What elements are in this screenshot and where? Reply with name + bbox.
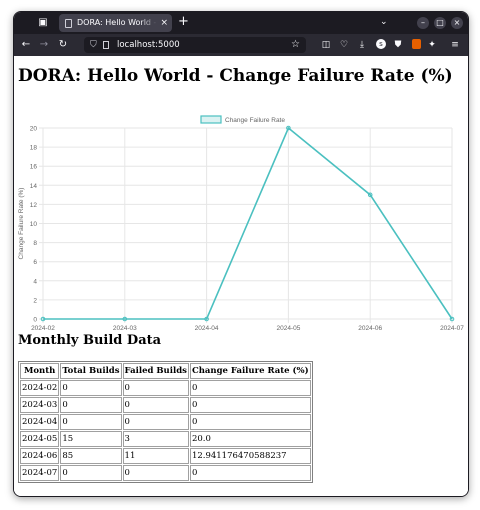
table-cell: 0 xyxy=(122,380,189,396)
table-cell: 0 xyxy=(189,397,311,413)
table-cell: 85 xyxy=(60,448,122,464)
table-cell: 20.0 xyxy=(189,431,311,447)
table-row: 2024-07 0 0 0 xyxy=(20,465,311,481)
y-tick-label: 6 xyxy=(33,259,37,266)
page-icon xyxy=(65,19,72,28)
firefox-view-icon[interactable]: ▣ xyxy=(38,17,48,28)
sidebar-icon[interactable]: ◫ xyxy=(321,40,331,50)
table-row: 2024-04 0 0 0 xyxy=(20,414,311,430)
list-all-tabs-icon[interactable]: ⌄ xyxy=(380,17,388,27)
tab-title: DORA: Hello World - Change Failure Rate … xyxy=(77,18,157,27)
table-row: 2024-03 0 0 0 xyxy=(20,397,311,413)
x-tick-label: 2024-05 xyxy=(276,325,300,331)
table-cell: 0 xyxy=(60,414,122,430)
y-tick-label: 4 xyxy=(33,278,37,285)
table-cell: 12.941176470588237 xyxy=(189,448,311,464)
table-row: 2024-06 85 11 12.941176470588237 xyxy=(20,448,311,464)
extension-addon-icon[interactable] xyxy=(412,39,421,49)
close-window-button[interactable]: × xyxy=(451,17,463,29)
table-header-row: Month Total Builds Failed Builds Change Fai… xyxy=(20,363,311,379)
table-cell: 2024-02 xyxy=(20,380,60,396)
nav-bar: ← → ↻ ⛉ localhost:5000 ☆ ◫ ♡ ⤓ s ⛊ ✦ ≡ xyxy=(14,34,468,56)
y-tick-label: 12 xyxy=(30,202,38,209)
y-tick-label: 20 xyxy=(30,126,38,133)
x-tick-label: 2024-02 xyxy=(31,325,55,331)
x-tick-label: 2024-07 xyxy=(440,325,464,331)
page-content: DORA: Hello World - Change Failure Rate … xyxy=(14,56,468,496)
y-tick-label: 16 xyxy=(30,164,38,171)
tab-active[interactable]: DORA: Hello World - Change Failure Rate … xyxy=(59,14,172,32)
table-cell: 2024-07 xyxy=(20,465,60,481)
puzzle-icon[interactable]: ✦ xyxy=(428,40,436,50)
shield-icon[interactable]: ⛉ xyxy=(90,40,97,50)
downloads-icon[interactable]: ⤓ xyxy=(360,40,364,50)
new-tab-button[interactable]: + xyxy=(178,14,189,29)
y-tick-label: 18 xyxy=(30,145,38,152)
monthly-build-table: Month Total Builds Failed Builds Change Fai… xyxy=(18,361,313,483)
table-cell: 0 xyxy=(189,414,311,430)
series-line xyxy=(43,126,453,320)
x-tick-label: 2024-06 xyxy=(358,325,382,331)
table-row: 2024-02 0 0 0 xyxy=(20,380,311,396)
table-cell: 2024-04 xyxy=(20,414,60,430)
y-tick-label: 2 xyxy=(33,297,37,304)
forward-button[interactable]: → xyxy=(39,39,49,50)
table-cell: 2024-03 xyxy=(20,397,60,413)
table-header-cell: Failed Builds xyxy=(122,363,189,379)
reload-button[interactable]: ↻ xyxy=(58,39,68,50)
table-cell: 0 xyxy=(60,397,122,413)
y-tick-label: 10 xyxy=(30,221,38,228)
minimize-button[interactable]: – xyxy=(417,17,429,29)
bookmark-star-icon[interactable]: ☆ xyxy=(291,39,300,50)
browser-window: ▣ DORA: Hello World - Change Failure Rat… xyxy=(13,11,469,497)
tab-bar: ▣ DORA: Hello World - Change Failure Rat… xyxy=(14,12,468,34)
table-header-cell: Month xyxy=(20,363,60,379)
section-title: Monthly Build Data xyxy=(18,333,162,348)
account-icon[interactable]: s xyxy=(376,39,386,49)
page-title: DORA: Hello World - Change Failure Rate … xyxy=(18,66,453,86)
data-point xyxy=(367,192,373,198)
x-tick-label: 2024-04 xyxy=(195,325,219,331)
data-point xyxy=(40,316,46,322)
url-text[interactable]: localhost:5000 xyxy=(117,40,180,50)
table-cell: 0 xyxy=(60,465,122,481)
y-tick-label: 8 xyxy=(33,240,37,247)
data-point xyxy=(204,316,209,322)
line-chart: 0 2 4 6 8 10 12 14 16 18 20 2024-02 2024-03 2024-04 20… xyxy=(18,115,464,331)
url-bar[interactable]: ⛉ localhost:5000 ☆ xyxy=(84,37,306,53)
maximize-button[interactable]: □ xyxy=(434,17,446,29)
data-point xyxy=(286,125,291,131)
table-cell: 0 xyxy=(122,414,189,430)
table-header-cell: Change Failure Rate (%) xyxy=(189,363,311,379)
table-cell: 0 xyxy=(189,465,311,481)
table-cell: 0 xyxy=(122,465,189,481)
table-row: 2024-05 15 3 20.0 xyxy=(20,431,311,447)
pocket-icon[interactable]: ♡ xyxy=(339,40,349,50)
table-cell: 0 xyxy=(122,397,189,413)
x-tick-label: 2024-03 xyxy=(113,325,137,331)
data-point xyxy=(449,316,455,322)
page-info-icon[interactable] xyxy=(103,41,109,49)
table-header-cell: Total Builds xyxy=(60,363,122,379)
data-point xyxy=(122,316,128,322)
y-tick-label: 14 xyxy=(30,183,38,190)
close-tab-icon[interactable]: × xyxy=(160,18,168,28)
y-tick-label: 0 xyxy=(33,317,37,324)
table-cell: 3 xyxy=(122,431,189,447)
table-cell: 0 xyxy=(60,380,122,396)
back-button[interactable]: ← xyxy=(21,39,31,50)
table-cell: 11 xyxy=(122,448,189,464)
table-cell: 15 xyxy=(60,431,122,447)
table-cell: 2024-06 xyxy=(20,448,60,464)
y-axis-label: Change Failure Rate (%) xyxy=(18,188,25,260)
table-cell: 0 xyxy=(189,380,311,396)
table-cell: 2024-05 xyxy=(20,431,60,447)
legend-swatch xyxy=(200,115,222,124)
menu-icon[interactable]: ≡ xyxy=(451,40,459,50)
extensions-icon[interactable]: ⛊ xyxy=(394,40,402,50)
legend-label: Change Failure Rate xyxy=(225,117,285,124)
